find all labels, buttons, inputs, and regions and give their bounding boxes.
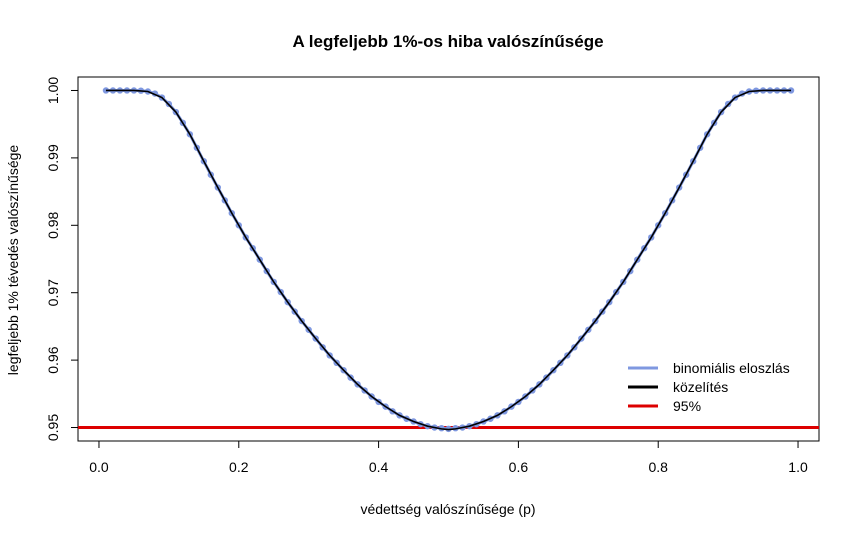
chart-title: A legfeljebb 1%-os hiba valószínűsége <box>292 32 603 51</box>
x-axis: 0.0 0.2 0.4 0.6 0.8 1.0 <box>89 440 808 475</box>
y-tick-label: 0.97 <box>45 279 61 306</box>
plot-area <box>78 87 819 433</box>
y-tick-label: 0.95 <box>45 414 61 441</box>
x-tick-label: 0.0 <box>89 459 109 475</box>
y-tick-label: 0.96 <box>45 346 61 373</box>
y-tick-label: 0.99 <box>45 144 61 171</box>
legend: binomiális eloszlás közelítés 95% <box>628 360 790 414</box>
legend-label: binomiális eloszlás <box>673 360 790 376</box>
legend-label: 95% <box>673 398 701 414</box>
y-axis: 0.95 0.96 0.97 0.98 0.99 1.00 <box>45 77 79 441</box>
y-axis-label: legfeljebb 1% tévedés valószínűsége <box>5 145 21 376</box>
x-tick-label: 0.6 <box>509 459 529 475</box>
legend-label: közelítés <box>673 379 728 395</box>
x-axis-label: védettség valószínűsége (p) <box>360 501 535 517</box>
x-tick-label: 1.0 <box>788 459 808 475</box>
y-tick-label: 0.98 <box>45 211 61 238</box>
y-tick-label: 1.00 <box>45 77 61 104</box>
x-tick-label: 0.4 <box>369 459 389 475</box>
x-tick-label: 0.2 <box>229 459 249 475</box>
approximation-series-line <box>105 89 792 431</box>
x-tick-label: 0.8 <box>648 459 668 475</box>
